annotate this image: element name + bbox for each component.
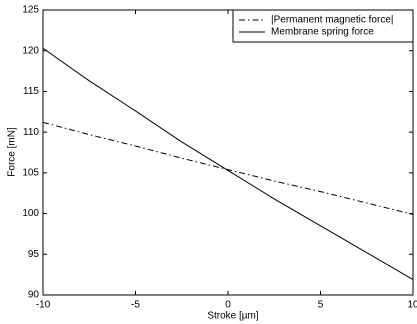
y-tick-label: 120: [22, 45, 39, 56]
x-tick-label: -10: [36, 300, 51, 311]
series-line: [42, 47, 414, 280]
y-tick-label: 115: [23, 86, 39, 97]
x-tick-label: 5: [318, 300, 324, 311]
y-tick-label: 95: [28, 249, 40, 260]
y-tick-label: 105: [22, 167, 39, 178]
y-axis-label: Force [mN]: [7, 127, 18, 177]
x-tick-label: -5: [131, 300, 140, 311]
x-axis-label: Stroke [µm]: [207, 311, 259, 322]
x-tick-label: 10: [407, 300, 417, 311]
plot-frame: [42, 9, 414, 296]
legend-label: Membrane spring force: [271, 27, 374, 38]
y-tick-label: 90: [28, 290, 40, 301]
y-tick-label: 110: [23, 127, 39, 138]
y-tick-label: 125: [22, 5, 39, 16]
legend-label: |Permanent magnetic force|: [271, 15, 393, 26]
y-tick-label: 100: [22, 208, 39, 219]
legend-box: [232, 9, 414, 43]
series-line: [42, 121, 414, 215]
x-tick-label: 0: [225, 300, 231, 311]
